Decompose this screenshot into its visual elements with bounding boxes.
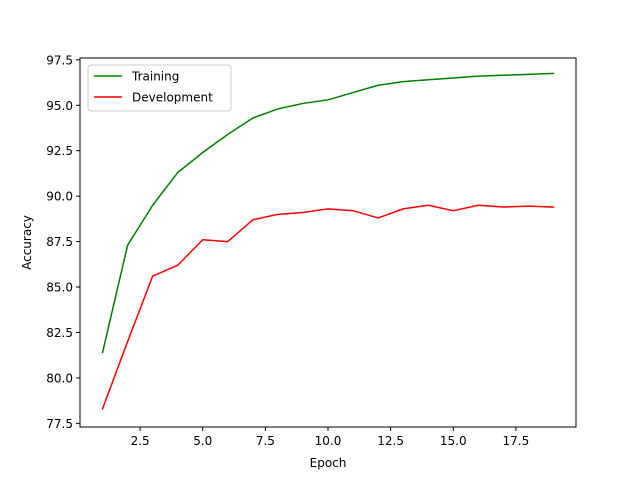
x-tick-label: 17.5 <box>503 434 530 448</box>
y-tick-label: 90.0 <box>46 190 73 204</box>
x-tick-label: 5.0 <box>193 434 212 448</box>
series-line-development <box>101 204 555 410</box>
y-tick-label: 77.5 <box>46 417 73 431</box>
x-axis-ticks: 2.5 5.0 7.5 10.0 12.5 15.0 17.5 <box>131 427 530 448</box>
x-tick-label: 7.5 <box>256 434 275 448</box>
legend-box <box>87 64 232 112</box>
x-tick-label: 2.5 <box>131 434 150 448</box>
y-axis-title: Accuracy <box>20 215 34 270</box>
x-axis-title: Epoch <box>310 456 347 470</box>
legend-label-training: Training <box>131 70 179 84</box>
series-layer <box>101 72 555 410</box>
legend-label-development: Development <box>132 91 213 105</box>
x-tick-label: 10.0 <box>315 434 342 448</box>
y-tick-label: 97.5 <box>46 53 73 67</box>
y-axis-ticks: 77.5 80.0 82.5 85.0 87.5 90.0 92.5 95.0 97.5 <box>46 53 80 431</box>
y-tick-label: 87.5 <box>46 235 73 249</box>
x-tick-label: 12.5 <box>377 434 404 448</box>
y-tick-label: 85.0 <box>46 281 73 295</box>
series-line-training <box>101 72 555 354</box>
y-tick-label: 82.5 <box>46 326 73 340</box>
x-tick-label: 15.0 <box>440 434 467 448</box>
y-tick-label: 92.5 <box>46 144 73 158</box>
y-tick-label: 80.0 <box>46 371 73 385</box>
legend: Training Development <box>87 64 232 112</box>
y-tick-label: 95.0 <box>46 99 73 113</box>
